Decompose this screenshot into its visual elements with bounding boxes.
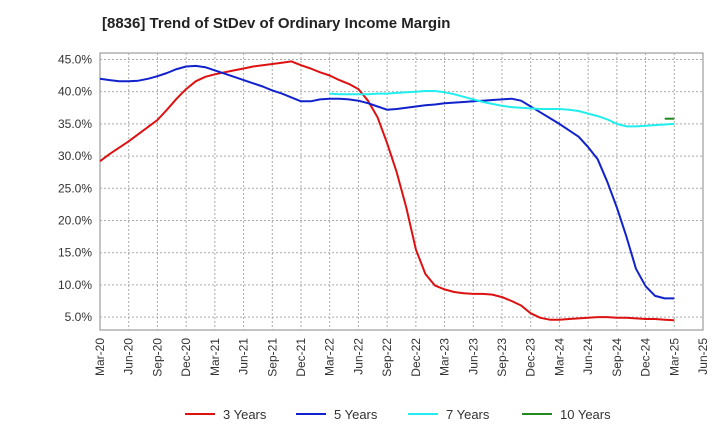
series-line-3-years [99, 60, 675, 322]
x-tick-label: Dec-23 [524, 338, 538, 377]
x-tick-label: Mar-21 [208, 338, 222, 376]
chart-title: [8836] Trend of StDev of Ordinary Income… [102, 15, 451, 32]
x-tick-label: Dec-24 [639, 338, 653, 377]
x-tick-label: Jun-21 [237, 338, 251, 375]
x-tick-label: Mar-22 [323, 338, 337, 376]
x-tick-label: Sep-24 [610, 338, 624, 377]
legend-label-10-years: 10 Years [560, 407, 611, 422]
x-tick-label: Dec-20 [179, 338, 193, 377]
x-tick-label: Mar-20 [93, 338, 107, 376]
y-tick-label: 10.0% [58, 278, 92, 292]
x-tick-label: Sep-20 [150, 338, 164, 377]
y-tick-label: 20.0% [58, 213, 92, 227]
x-tick-label: Jun-20 [122, 338, 136, 375]
y-tick-label: 45.0% [58, 52, 92, 66]
x-tick-label: Dec-22 [409, 338, 423, 377]
plot-area [99, 52, 704, 331]
x-tick-label: Jun-25 [696, 338, 710, 375]
x-tick-label: Dec-21 [294, 338, 308, 377]
x-tick-label: Mar-24 [552, 338, 566, 376]
series-line-7-years [329, 90, 675, 128]
x-tick-label: Jun-22 [351, 338, 365, 375]
x-tick-label: Mar-23 [438, 338, 452, 376]
legend-label-7-years: 7 Years [446, 407, 490, 422]
x-tick-label: Sep-22 [380, 338, 394, 377]
y-tick-label: 5.0% [65, 310, 93, 324]
y-tick-label: 40.0% [58, 85, 92, 99]
series-line-5-years [99, 64, 675, 300]
x-tick-label: Jun-23 [466, 338, 480, 375]
x-tick-label: Mar-25 [667, 338, 681, 376]
x-tick-label: Sep-21 [265, 338, 279, 377]
y-tick-label: 30.0% [58, 149, 92, 163]
legend-label-5-years: 5 Years [334, 407, 378, 422]
x-tick-label: Sep-23 [495, 338, 509, 377]
y-tick-label: 15.0% [58, 246, 92, 260]
legend-label-3-years: 3 Years [223, 407, 267, 422]
y-tick-label: 35.0% [58, 117, 92, 131]
y-tick-label: 25.0% [58, 181, 92, 195]
x-tick-label: Jun-24 [581, 338, 595, 375]
